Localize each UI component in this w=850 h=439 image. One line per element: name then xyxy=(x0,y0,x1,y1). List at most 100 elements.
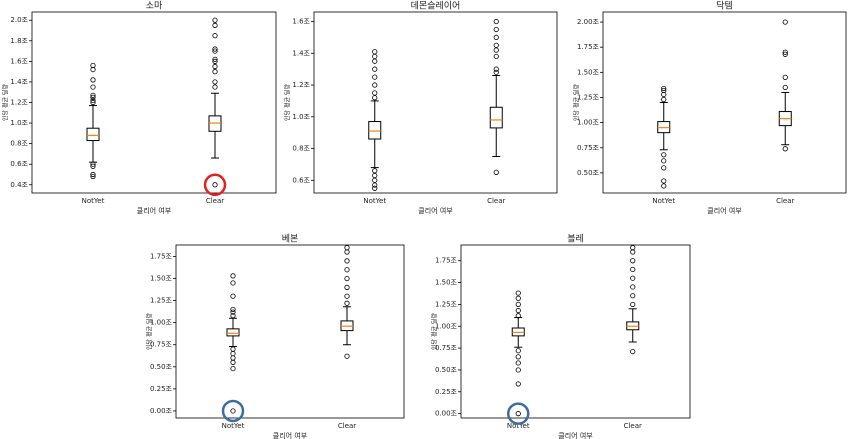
y-tick-label: 1.25조 xyxy=(577,93,600,101)
outlier xyxy=(230,309,236,315)
outlier xyxy=(372,82,378,88)
x-tick-label: Clear xyxy=(338,422,356,430)
outlier xyxy=(212,58,218,64)
outlier xyxy=(212,46,218,52)
x-axis-label: 클리어 여부 xyxy=(418,206,453,215)
outlier xyxy=(212,84,218,90)
outlier xyxy=(493,18,499,25)
y-tick-label: 2.0조 xyxy=(10,16,28,24)
y-tick-label: 0.75조 xyxy=(435,344,458,352)
outlier xyxy=(90,161,96,167)
highlight-circle xyxy=(221,399,245,423)
outlier xyxy=(344,284,350,290)
x-tick-label: NotYet xyxy=(507,422,530,430)
chart-title: 소마 xyxy=(146,1,163,12)
y-tick-label: 1.6조 xyxy=(292,18,310,26)
outlier xyxy=(493,66,499,72)
outlier xyxy=(230,313,236,319)
y-tick-label: 1.50조 xyxy=(435,279,458,287)
outlier xyxy=(344,245,350,251)
y-tick-label: 2.00조 xyxy=(577,18,600,26)
outlier xyxy=(493,34,499,41)
x-tick-label: Clear xyxy=(206,197,224,205)
outlier xyxy=(344,258,350,264)
outlier xyxy=(782,146,788,152)
outlier xyxy=(493,169,499,175)
x-axis-label: 클리어 여부 xyxy=(273,431,308,439)
outlier xyxy=(515,313,521,319)
outlier xyxy=(344,293,350,299)
x-tick-label: Clear xyxy=(624,422,642,430)
y-tick-label: 1.00조 xyxy=(435,322,458,330)
outlier xyxy=(372,49,378,55)
chart-title: 블레 xyxy=(567,234,584,245)
y-tick-label: 0.50조 xyxy=(150,363,173,371)
outlier xyxy=(230,355,236,361)
y-tick-label: 1.75조 xyxy=(150,252,173,260)
outlier xyxy=(90,94,96,100)
outlier xyxy=(372,182,378,188)
outlier xyxy=(515,367,521,373)
outlier xyxy=(90,173,96,180)
x-tick-label: NotYet xyxy=(82,197,105,205)
box xyxy=(226,328,240,337)
highlight-circle xyxy=(507,402,530,425)
highlight-circle xyxy=(203,173,227,197)
y-tick-label: 0.00조 xyxy=(435,410,458,418)
outlier xyxy=(515,295,521,301)
outlier xyxy=(90,163,96,169)
plot-frame xyxy=(313,11,558,194)
outlier xyxy=(230,365,236,372)
outlier xyxy=(372,95,378,101)
outlier xyxy=(782,74,788,80)
plot-frame xyxy=(31,11,277,194)
outlier xyxy=(630,245,636,251)
x-tick-label: Clear xyxy=(487,197,505,205)
y-tick-label: 1.50조 xyxy=(150,275,173,283)
outlier xyxy=(230,350,236,357)
outlier xyxy=(90,77,96,83)
outlier xyxy=(372,74,378,80)
outlier xyxy=(493,42,499,48)
outlier xyxy=(372,185,378,191)
outlier xyxy=(515,301,521,308)
outlier xyxy=(493,47,499,53)
outlier xyxy=(782,49,788,55)
outlier xyxy=(661,96,667,103)
outlier xyxy=(515,290,521,296)
outlier xyxy=(493,26,499,33)
y-tick-label: 0.50조 xyxy=(435,366,458,374)
box xyxy=(86,127,100,142)
outlier xyxy=(372,90,378,96)
outlier xyxy=(661,165,667,171)
chart-title: 베본 xyxy=(282,234,299,245)
y-tick-label: 0.25조 xyxy=(150,385,173,393)
outlier xyxy=(344,353,350,359)
plot-frame xyxy=(175,244,405,419)
outlier xyxy=(230,273,236,279)
outlier xyxy=(230,346,236,352)
outlier xyxy=(372,66,378,72)
box xyxy=(368,121,382,140)
y-tick-label: 0.75조 xyxy=(150,341,173,349)
y-tick-label: 1.4조 xyxy=(292,49,310,57)
y-tick-label: 0.75조 xyxy=(577,144,600,152)
outlier xyxy=(782,51,788,57)
y-tick-label: 1.6조 xyxy=(10,57,28,65)
outlier xyxy=(230,408,236,414)
outlier xyxy=(661,178,667,184)
outlier xyxy=(230,359,236,365)
outlier xyxy=(90,97,96,104)
outlier xyxy=(661,152,667,158)
y-tick-label: 1.75조 xyxy=(435,257,458,265)
outlier xyxy=(212,17,218,23)
y-tick-label: 0.4조 xyxy=(10,181,28,189)
y-tick-label: 0.6조 xyxy=(292,176,310,184)
y-tick-label: 1.75조 xyxy=(577,43,600,51)
y-axis-label: 인당 평균 딜량 xyxy=(573,84,581,121)
outlier xyxy=(515,360,521,366)
outlier xyxy=(344,275,350,282)
y-tick-label: 0.8조 xyxy=(292,145,310,153)
